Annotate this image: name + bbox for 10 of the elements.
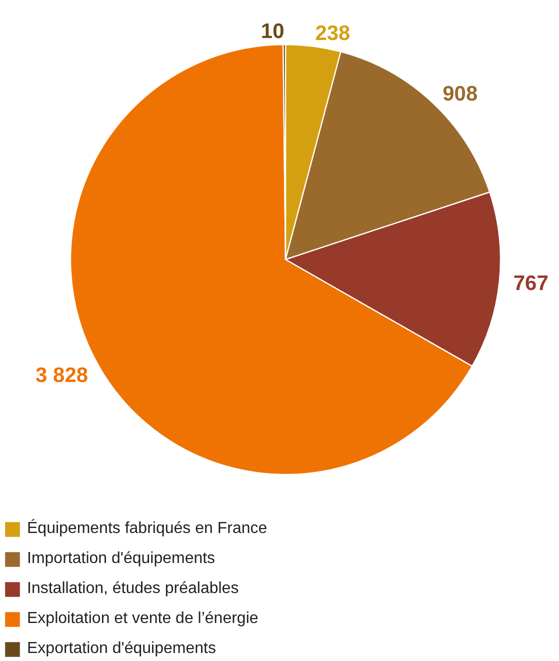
- legend-label: Exportation d'équipements: [27, 640, 216, 658]
- data-label: 238: [315, 22, 351, 45]
- data-label: 908: [442, 82, 478, 106]
- legend-label: Importation d'équipements: [27, 550, 216, 568]
- data-label: 3 828: [36, 364, 88, 388]
- data-label: 767: [513, 272, 548, 295]
- legend-label: Équipements fabriqués en France: [27, 520, 268, 538]
- legend-label: Installation, études préalables: [27, 580, 239, 598]
- data-label: 10: [260, 20, 284, 44]
- legend-label: Exploitation et vente de l’énergie: [27, 610, 258, 628]
